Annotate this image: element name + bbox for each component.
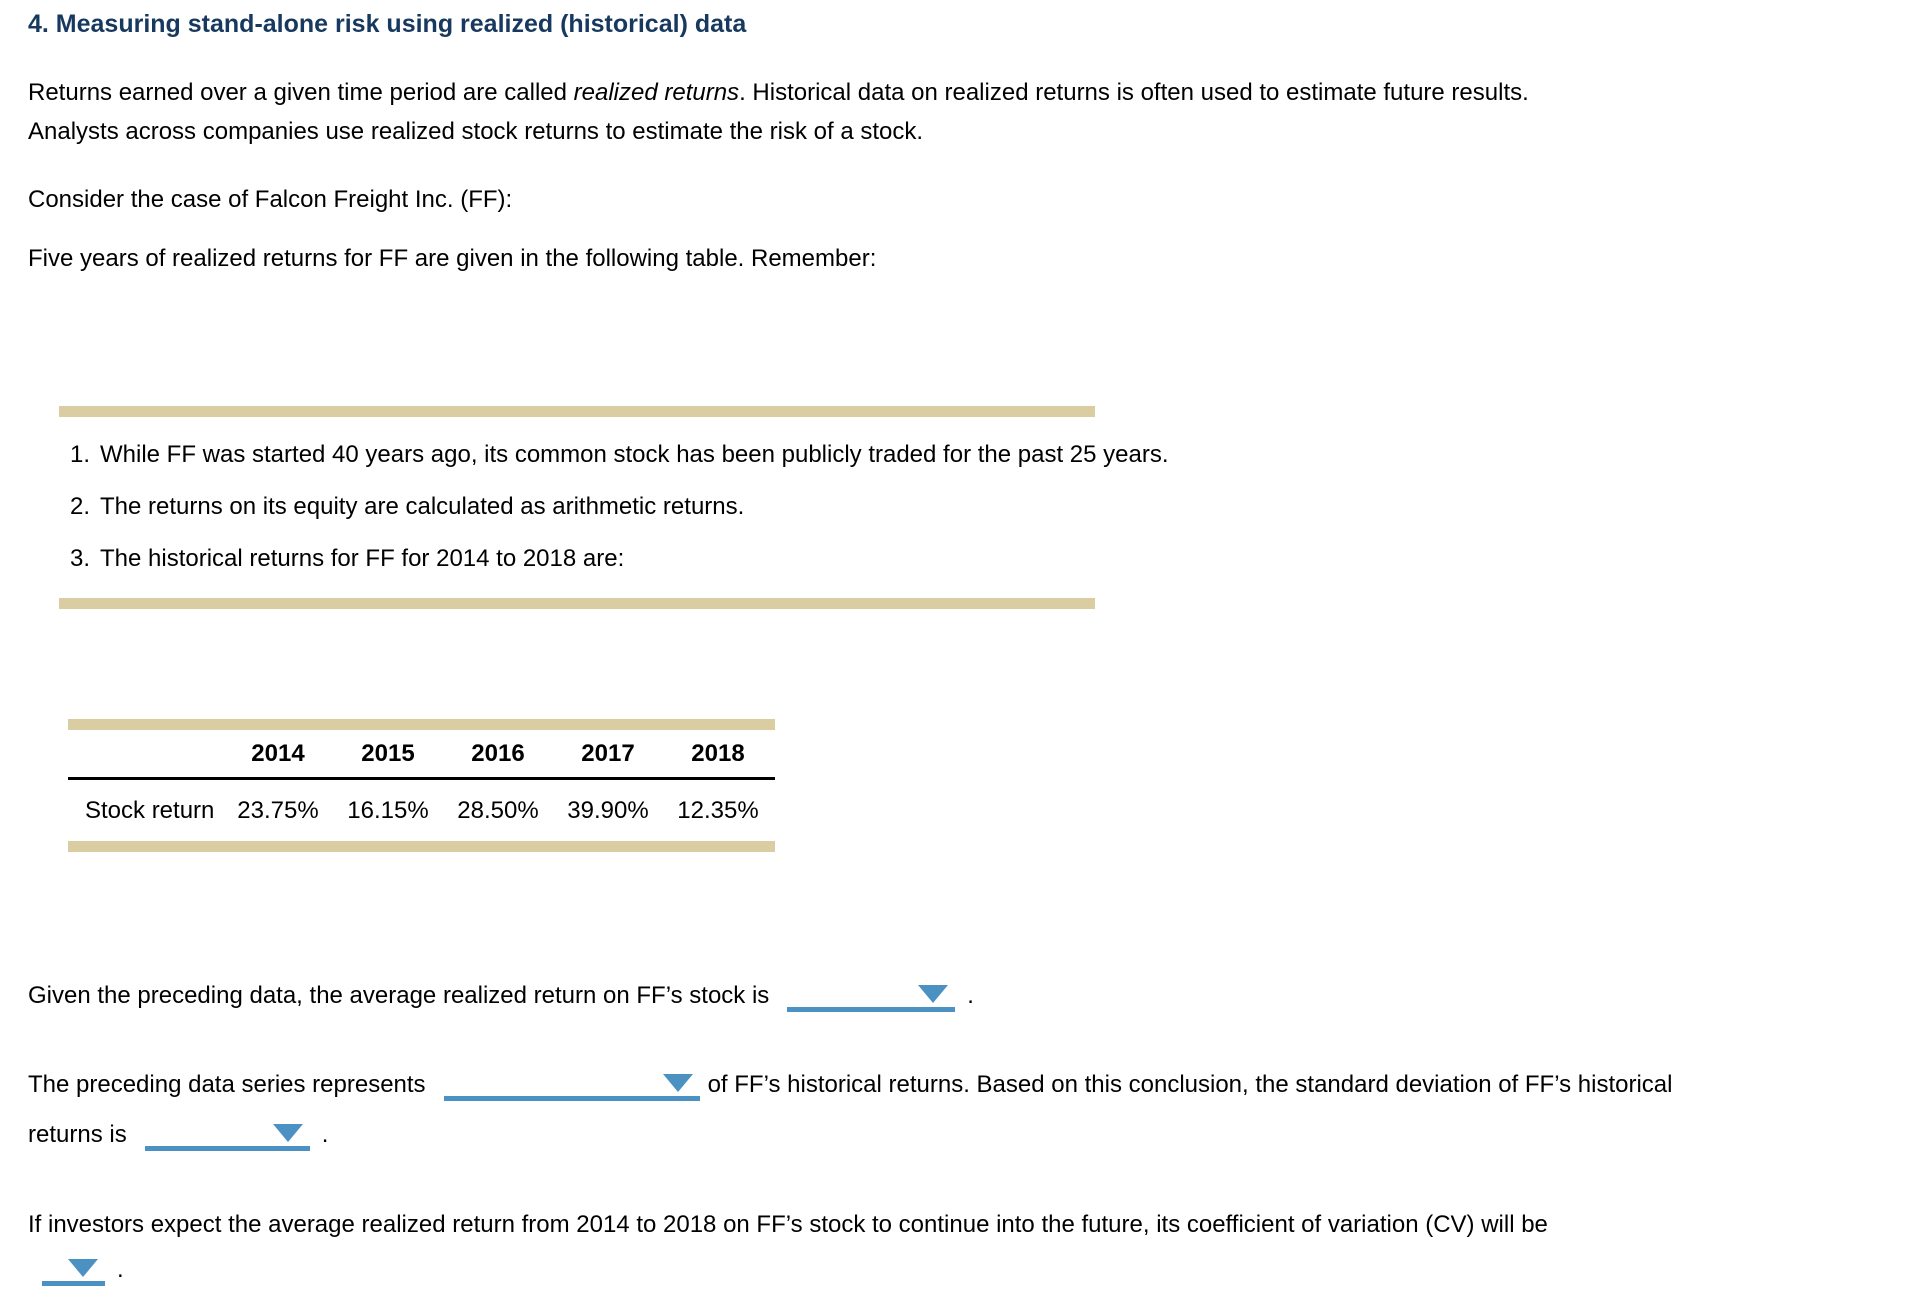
table-intro: Five years of realized returns for FF ar… xyxy=(28,245,877,272)
question-cv-line-1: If investors expect the average realized… xyxy=(28,1211,1548,1238)
year-header: 2018 xyxy=(691,739,745,767)
sentence-period: . xyxy=(967,982,974,1009)
note-item-3: 3. The historical returns for FF for 2014… xyxy=(70,544,624,574)
year-header: 2017 xyxy=(581,739,635,767)
intro-line-2: Analysts across companies use realized s… xyxy=(28,118,924,145)
return-value: 39.90% xyxy=(567,796,649,824)
note-number: 2. xyxy=(70,493,91,520)
return-value: 28.50% xyxy=(457,796,539,824)
return-value: 16.15% xyxy=(347,796,429,824)
sentence-period: . xyxy=(321,1121,329,1148)
cv-dropdown[interactable] xyxy=(42,1256,105,1286)
average-return-dropdown[interactable] xyxy=(787,982,956,1012)
year-header: 2015 xyxy=(361,739,415,767)
sentence-period: . xyxy=(117,1256,124,1283)
question-average-return: Given the preceding data, the average re… xyxy=(28,981,974,1012)
note-text: The returns on its equity are calculated… xyxy=(100,493,745,520)
note-text: The historical returns for FF for 2014 t… xyxy=(100,545,625,572)
intro-line-1-italic: realized returns xyxy=(573,79,740,106)
table-row: Stock return 23.75% 16.15% 28.50% 39.90%… xyxy=(68,780,775,841)
dropdown-arrow-icon xyxy=(68,1259,98,1277)
stock-return-label: Stock return xyxy=(85,796,215,824)
intro-line-1-pre: Returns earned over a given time period … xyxy=(28,79,574,106)
question-series-line-2: returns is. xyxy=(28,1120,328,1151)
series-type-dropdown[interactable] xyxy=(443,1071,700,1101)
note-item-2: 2. The returns on its equity are calculat… xyxy=(70,492,744,522)
note-item-1: 1. While FF was started 40 years ago, its… xyxy=(70,440,1169,470)
table-header-row: 2014 2015 2016 2017 2018 xyxy=(68,730,775,777)
dropdown-arrow-icon xyxy=(918,985,949,1003)
dropdown-arrow-icon xyxy=(272,1124,303,1142)
question-stddev-text: returns is xyxy=(28,1121,127,1148)
note-number: 1. xyxy=(70,441,91,468)
case-intro: Consider the case of Falcon Freight Inc.… xyxy=(28,186,513,213)
question-series-text: The preceding data series represents xyxy=(28,1071,426,1098)
intro-line-1: Returns earned over a given time period … xyxy=(28,78,1529,108)
notes-top-divider xyxy=(59,406,1095,417)
return-value: 23.75% xyxy=(237,796,319,824)
page-title: 4. Measuring stand-alone risk using real… xyxy=(28,10,747,38)
year-header: 2014 xyxy=(251,739,305,767)
return-value: 12.35% xyxy=(677,796,759,824)
table-top-bar xyxy=(68,719,775,730)
year-header: 2016 xyxy=(471,739,525,767)
intro-line-1-post: . Historical data on realized returns is… xyxy=(739,79,1529,106)
note-number: 3. xyxy=(70,545,91,572)
notes-bottom-divider xyxy=(59,598,1095,609)
question-average-text: Given the preceding data, the average re… xyxy=(28,982,770,1009)
dropdown-arrow-icon xyxy=(662,1074,693,1092)
question-series-line-1: The preceding data series represents of F… xyxy=(28,1070,1672,1101)
std-dev-dropdown[interactable] xyxy=(144,1121,310,1151)
returns-table: 2014 2015 2016 2017 2018 Stock return 23… xyxy=(68,719,775,852)
note-text: While FF was started 40 years ago, its c… xyxy=(100,441,1169,468)
question-series-text-cont: of FF’s historical returns. Based on thi… xyxy=(707,1071,1673,1098)
question-cv-line-2: . xyxy=(42,1255,124,1286)
table-header-rule xyxy=(68,777,775,780)
table-bottom-bar xyxy=(68,841,775,852)
